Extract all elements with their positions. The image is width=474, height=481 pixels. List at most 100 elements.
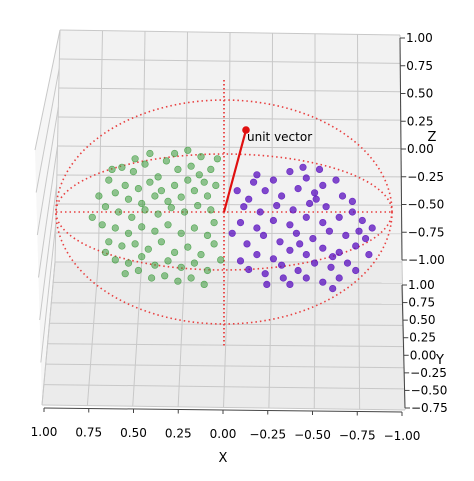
grid-line <box>43 384 405 390</box>
point-group-b <box>327 263 335 271</box>
grid-line <box>58 116 401 121</box>
point-group-a <box>111 224 119 232</box>
point-group-a <box>195 171 203 179</box>
point-group-b <box>294 185 302 193</box>
point-group-b <box>245 265 253 274</box>
point-group-b <box>368 224 376 232</box>
point-group-b <box>286 280 294 289</box>
point-group-b <box>348 197 357 205</box>
point-group-a <box>151 192 159 200</box>
x-tick-label: 0.75 <box>75 426 102 440</box>
point-group-a <box>187 274 195 282</box>
point-group-a <box>164 197 172 205</box>
x-tick-label: −0.25 <box>249 428 286 442</box>
point-group-b <box>355 227 363 235</box>
point-group-a <box>213 155 221 163</box>
point-group-b <box>352 266 360 275</box>
z-tick-label: 0.00 <box>407 142 434 156</box>
y-axis-line <box>401 284 406 409</box>
point-group-b <box>294 266 302 275</box>
z-tick-label: −0.50 <box>408 198 445 212</box>
point-group-a <box>162 157 170 165</box>
z-tick-label: 0.25 <box>407 114 434 128</box>
point-group-a <box>210 219 218 227</box>
point-group-a <box>190 224 198 232</box>
point-group-b <box>269 216 278 225</box>
x-tick-label: 0.00 <box>210 427 237 441</box>
point-group-b <box>319 278 327 286</box>
point-group-a <box>111 256 119 264</box>
point-group-a <box>88 213 96 221</box>
point-group-b <box>319 244 327 252</box>
point-group-b <box>236 257 245 265</box>
point-group-b <box>358 216 366 225</box>
point-group-a <box>157 238 165 246</box>
grid-line <box>132 261 143 407</box>
point-group-b <box>338 192 347 200</box>
point-group-b <box>253 224 261 232</box>
point-group-a <box>138 223 146 231</box>
point-group-a <box>129 168 137 176</box>
point-group-a <box>105 176 113 184</box>
point-group-b <box>240 203 248 211</box>
point-group-a <box>197 153 205 161</box>
point-group-a <box>190 187 198 195</box>
grid-line <box>56 203 402 206</box>
point-group-b <box>289 206 297 214</box>
point-group-a <box>212 181 220 189</box>
grid-line <box>40 223 57 363</box>
point-group-a <box>101 248 110 256</box>
grid-line <box>41 261 56 406</box>
point-group-b <box>259 231 268 239</box>
point-group-a <box>141 160 149 168</box>
point-group-b <box>253 251 261 259</box>
point-group-a <box>111 189 119 197</box>
axis-ticks: 1.00 0.75 0.50 0.25 0.00 −0.25 −0.50 −0.75 −1.00… <box>31 31 448 443</box>
point-group-b <box>273 202 281 210</box>
point-group-a <box>184 243 192 251</box>
point-group-b <box>278 192 286 200</box>
point-group-b <box>365 251 373 259</box>
y-tick-label: −0.25 <box>410 366 447 380</box>
z-tick-label: −1.00 <box>408 253 445 267</box>
point-group-b <box>302 251 310 259</box>
point-group-b <box>306 199 314 208</box>
point-group-b <box>261 187 269 195</box>
y-tick-label: 0.75 <box>408 296 435 310</box>
grid-line <box>59 29 401 36</box>
point-group-b <box>269 255 278 263</box>
z-tick-label: 0.50 <box>407 87 434 101</box>
point-group-b <box>332 176 340 184</box>
point-group-a <box>146 178 154 186</box>
point-group-a <box>151 261 159 269</box>
point-group-a <box>121 270 129 278</box>
y-tick-label: −0.75 <box>411 401 448 415</box>
grid-line <box>59 58 401 64</box>
point-group-b <box>302 274 310 282</box>
point-group-a <box>138 199 146 208</box>
point-group-b <box>311 189 319 197</box>
point-group-b <box>286 168 294 176</box>
point-group-b <box>250 178 258 186</box>
y-axis-label: Y <box>435 353 444 368</box>
point-group-a <box>124 229 133 237</box>
point-group-a <box>200 280 208 289</box>
point-group-a <box>131 240 139 248</box>
point-group-b <box>335 274 343 282</box>
grid-line <box>34 29 61 151</box>
point-group-a <box>184 146 192 154</box>
point-group-a <box>180 208 189 216</box>
point-group-b <box>342 231 350 239</box>
grid-line <box>39 184 58 321</box>
point-group-a <box>177 193 185 201</box>
point-group-a <box>203 266 212 275</box>
point-group-b <box>256 208 264 216</box>
point-group-a <box>101 203 110 211</box>
x-tick-label: −1.00 <box>384 429 421 443</box>
point-group-b <box>261 270 269 278</box>
point-group-b <box>335 213 343 221</box>
point-group-b <box>319 181 327 189</box>
y-tick-label: 0.50 <box>409 313 436 327</box>
point-group-b <box>348 208 357 216</box>
grid-line <box>47 343 404 348</box>
